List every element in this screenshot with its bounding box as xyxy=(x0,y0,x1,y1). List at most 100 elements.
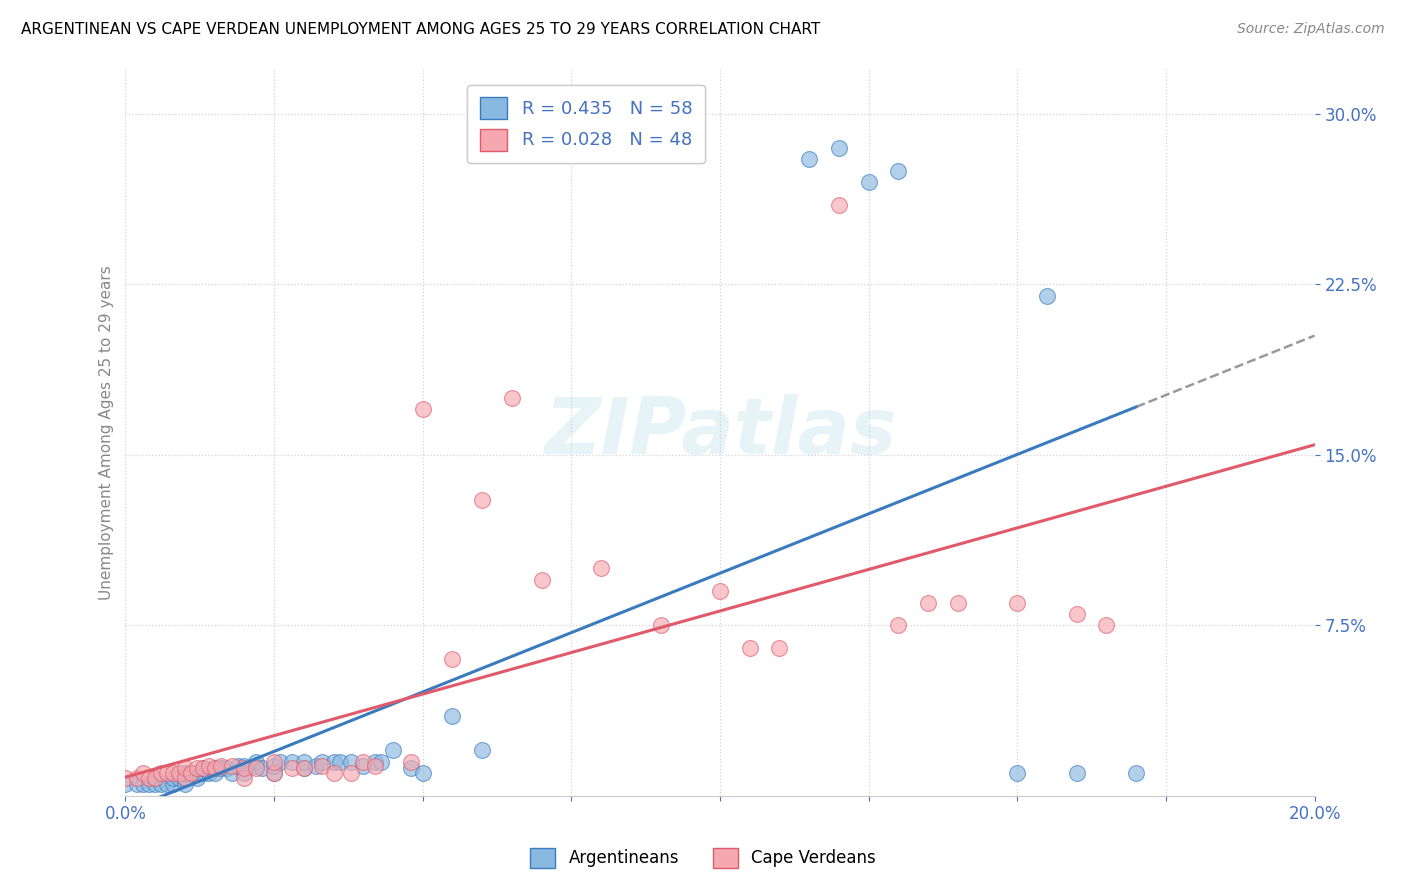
Point xyxy=(441,652,464,666)
Text: ARGENTINEAN VS CAPE VERDEAN UNEMPLOYMENT AMONG AGES 25 TO 29 YEARS CORRELATION C: ARGENTINEAN VS CAPE VERDEAN UNEMPLOYMENT… xyxy=(21,22,820,37)
Point xyxy=(174,762,197,776)
Point xyxy=(1007,596,1029,610)
Point xyxy=(311,759,333,773)
Point xyxy=(709,584,731,599)
Point xyxy=(412,766,434,780)
Point xyxy=(471,493,494,508)
Point xyxy=(114,771,136,785)
Point xyxy=(186,762,208,776)
Point xyxy=(738,640,761,655)
Point xyxy=(946,596,969,610)
Point xyxy=(530,573,553,587)
Point xyxy=(1066,766,1088,780)
Point xyxy=(305,759,328,773)
Point xyxy=(311,755,333,769)
Point xyxy=(399,755,422,769)
Legend: Argentineans, Cape Verdeans: Argentineans, Cape Verdeans xyxy=(523,841,883,875)
Point xyxy=(352,755,374,769)
Point xyxy=(162,766,184,780)
Point xyxy=(412,402,434,417)
Point xyxy=(501,391,523,405)
Point xyxy=(322,766,344,780)
Point xyxy=(340,755,363,769)
Point xyxy=(887,618,910,632)
Point xyxy=(828,141,851,155)
Point xyxy=(828,198,851,212)
Point xyxy=(209,759,232,773)
Point xyxy=(215,762,238,776)
Point xyxy=(263,766,285,780)
Point xyxy=(127,777,149,791)
Point xyxy=(1036,289,1059,303)
Point xyxy=(328,755,350,769)
Point xyxy=(180,766,202,780)
Point xyxy=(191,766,214,780)
Point xyxy=(322,755,344,769)
Point xyxy=(174,777,197,791)
Point xyxy=(186,771,208,785)
Point xyxy=(197,759,219,773)
Point xyxy=(441,709,464,723)
Point xyxy=(132,777,155,791)
Point xyxy=(471,743,494,757)
Point xyxy=(167,771,190,785)
Point xyxy=(263,759,285,773)
Text: Source: ZipAtlas.com: Source: ZipAtlas.com xyxy=(1237,22,1385,37)
Point xyxy=(340,766,363,780)
Point xyxy=(382,743,405,757)
Point xyxy=(150,766,173,780)
Point xyxy=(138,777,160,791)
Point xyxy=(292,762,315,776)
Point xyxy=(292,762,315,776)
Point xyxy=(156,777,179,791)
Point xyxy=(370,755,392,769)
Point xyxy=(364,759,387,773)
Legend: R = 0.435   N = 58, R = 0.028   N = 48: R = 0.435 N = 58, R = 0.028 N = 48 xyxy=(467,85,704,163)
Point xyxy=(399,762,422,776)
Point xyxy=(1007,766,1029,780)
Point xyxy=(799,153,821,167)
Point xyxy=(1066,607,1088,621)
Point xyxy=(233,766,256,780)
Point xyxy=(132,766,155,780)
Point xyxy=(204,762,226,776)
Point xyxy=(245,755,267,769)
Point xyxy=(281,755,304,769)
Point xyxy=(233,762,256,776)
Point xyxy=(228,759,250,773)
Point xyxy=(269,755,291,769)
Point xyxy=(156,766,179,780)
Point xyxy=(174,771,197,785)
Point xyxy=(127,771,149,785)
Point xyxy=(1095,618,1118,632)
Point xyxy=(143,771,166,785)
Point xyxy=(162,777,184,791)
Point xyxy=(1125,766,1147,780)
Point xyxy=(162,771,184,785)
Point xyxy=(245,762,267,776)
Point xyxy=(143,777,166,791)
Point xyxy=(858,175,880,189)
Point xyxy=(292,755,315,769)
Point xyxy=(138,771,160,785)
Point xyxy=(204,762,226,776)
Point xyxy=(191,762,214,776)
Point xyxy=(221,759,243,773)
Point xyxy=(233,771,256,785)
Point xyxy=(917,596,939,610)
Point xyxy=(209,762,232,776)
Point xyxy=(180,766,202,780)
Point xyxy=(114,777,136,791)
Point xyxy=(364,755,387,769)
Point xyxy=(143,771,166,785)
Point xyxy=(204,766,226,780)
Point xyxy=(167,766,190,780)
Point xyxy=(174,766,197,780)
Y-axis label: Unemployment Among Ages 25 to 29 years: Unemployment Among Ages 25 to 29 years xyxy=(100,265,114,599)
Point xyxy=(174,771,197,785)
Point xyxy=(197,766,219,780)
Point xyxy=(221,766,243,780)
Point xyxy=(252,762,274,776)
Point xyxy=(352,759,374,773)
Point xyxy=(245,759,267,773)
